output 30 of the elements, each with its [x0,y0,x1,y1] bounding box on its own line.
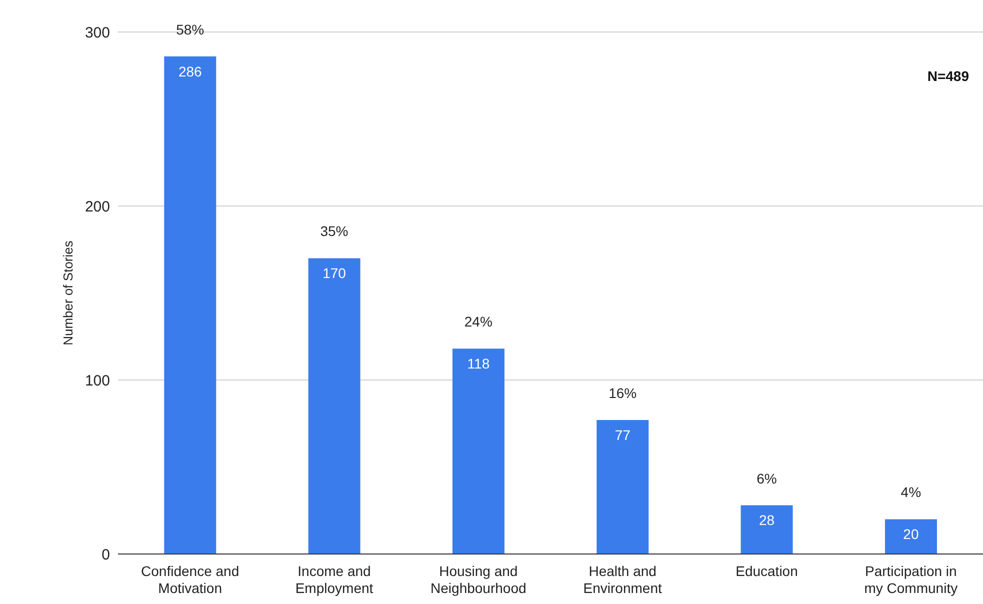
annotation: 6% [756,470,777,486]
x-tick-label: Education [736,563,798,579]
bar [164,56,216,554]
data-label: 170 [322,265,346,282]
y-axis-title: Number of Stories [60,240,76,346]
annotation: 35% [320,223,348,240]
y-tick-label: 0 [102,546,110,564]
y-tick-label: 200 [84,198,110,216]
data-label: 118 [467,356,490,372]
annotation: N=489 [927,68,969,84]
annotation: 16% [608,385,637,402]
y-tick-label: 100 [84,372,110,390]
annotation: 24% [464,314,492,330]
x-tick-label: Health and Environment [583,563,662,596]
data-label: 20 [903,526,919,542]
data-label: 28 [759,512,775,528]
y-tick-label: 300 [84,24,110,42]
x-tick-label: Confidence and Motivation [141,563,240,596]
bar [452,348,504,554]
annotation: 58% [176,21,204,38]
data-label: 77 [614,426,631,443]
bar [740,505,793,554]
x-tick-label: Housing and Neighbourhood [430,563,526,596]
bar [884,519,937,554]
data-label: 286 [178,63,202,80]
bar [596,420,649,554]
x-tick-label: Participation in my Community [864,563,958,596]
x-tick-label: Income and Employment [295,563,374,596]
annotation: 4% [900,484,922,500]
bar [308,258,360,554]
